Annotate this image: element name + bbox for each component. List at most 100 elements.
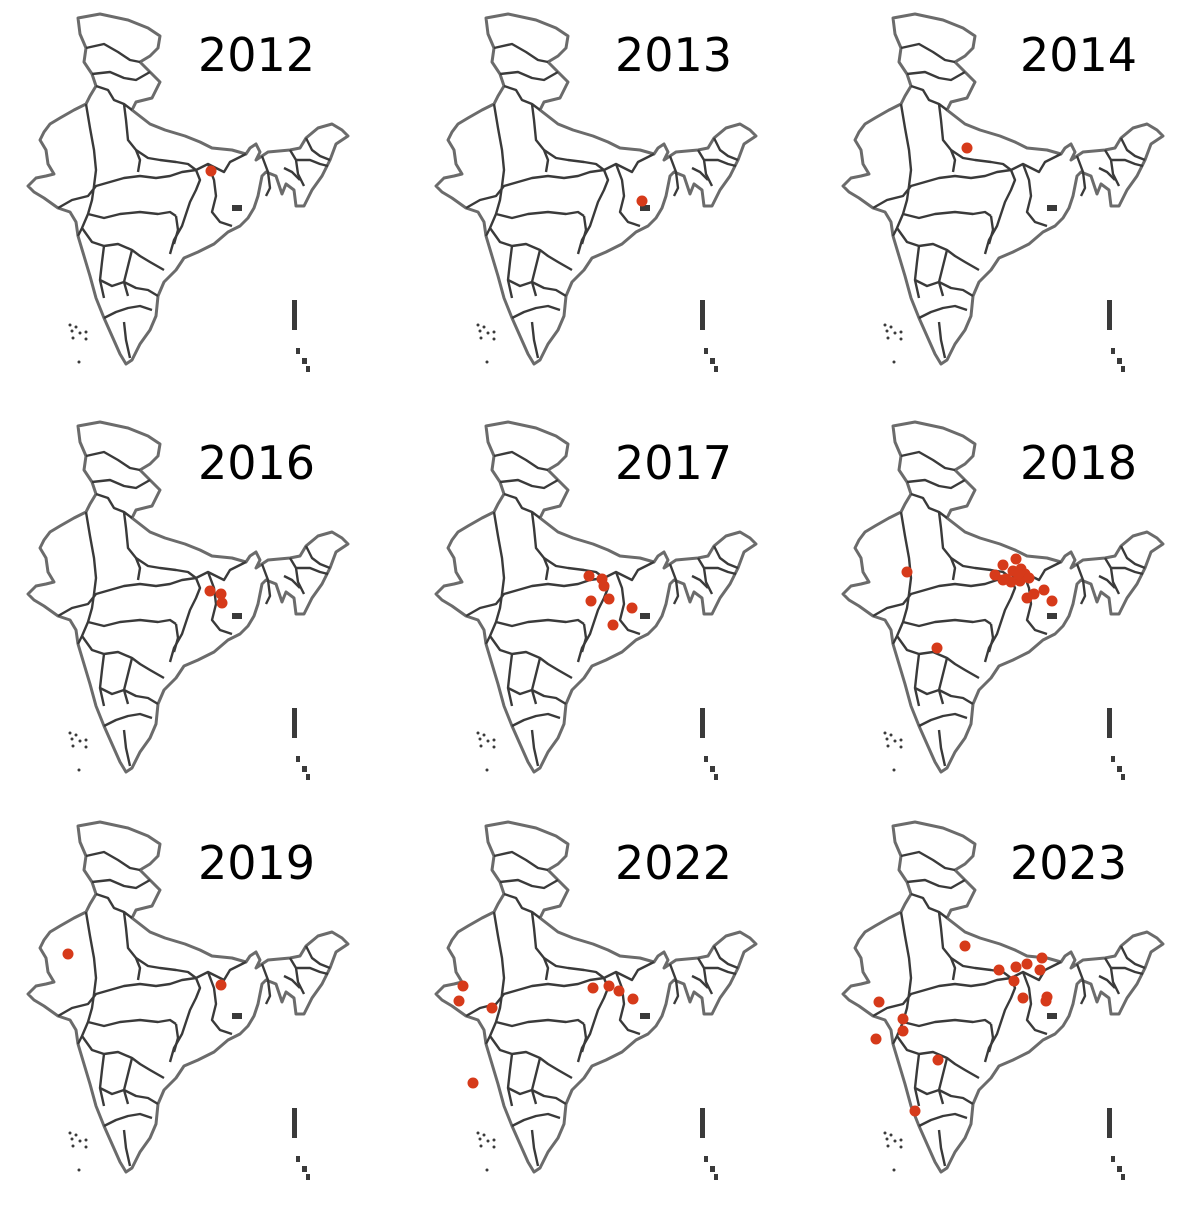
island-marker (479, 744, 483, 748)
state-border (87, 618, 177, 628)
location-dot (613, 985, 625, 997)
state-border (283, 974, 301, 989)
state-border (937, 1057, 949, 1105)
island-marker (700, 300, 705, 330)
location-dot (598, 580, 610, 592)
india-map (434, 820, 758, 1180)
island-marker (714, 774, 718, 780)
state-border (493, 850, 549, 872)
island-marker (476, 323, 480, 327)
island-marker (704, 756, 708, 762)
island-marker (292, 1108, 297, 1138)
state-border (57, 560, 247, 618)
state-border (543, 957, 605, 979)
state-border (172, 1023, 180, 1053)
country-outline (26, 420, 350, 774)
state-border (98, 1053, 106, 1107)
state-border (495, 210, 585, 220)
island-marker (893, 331, 897, 335)
state-border (913, 653, 921, 707)
island-marker (478, 737, 482, 741)
location-dot (1040, 995, 1052, 1007)
state-border (506, 1053, 514, 1107)
state-border (172, 623, 180, 653)
state-border (614, 571, 641, 636)
island-marker (886, 744, 890, 748)
island-marker (704, 1156, 708, 1162)
location-dot (1010, 961, 1022, 973)
island-marker (700, 1108, 705, 1138)
state-border (99, 1086, 159, 1106)
state-border (103, 1112, 153, 1128)
island-marker (485, 1168, 489, 1172)
state-boundaries (26, 820, 350, 1180)
state-border (910, 84, 948, 111)
location-dot (587, 982, 599, 994)
location-dot (215, 588, 227, 600)
island-marker (78, 739, 82, 743)
state-border (76, 185, 96, 237)
state-border (172, 215, 180, 245)
state-border (543, 557, 605, 579)
state-border (987, 623, 995, 653)
state-border (530, 911, 550, 981)
state-border (906, 878, 966, 890)
state-border (103, 712, 153, 728)
island-marker (476, 731, 480, 735)
state-border (902, 618, 992, 628)
location-dot (989, 569, 1001, 581)
island-marker (893, 1139, 897, 1143)
state-boundaries (26, 420, 350, 780)
location-dot (1034, 964, 1046, 976)
state-border (530, 729, 540, 767)
island-marker (492, 1145, 496, 1149)
state-border (530, 321, 540, 359)
state-border (122, 911, 142, 981)
state-border (899, 103, 913, 187)
state-border (914, 1086, 974, 1106)
state-border (696, 557, 714, 595)
india-map (841, 820, 1165, 1180)
state-border (304, 945, 331, 970)
state-border (507, 686, 567, 706)
island-marker (482, 733, 486, 737)
island-marker (84, 738, 88, 742)
state-border (489, 227, 573, 272)
island-marker (899, 1138, 903, 1142)
island-marker (292, 300, 297, 330)
island-marker (306, 774, 310, 780)
state-border (206, 571, 233, 636)
state-border (85, 42, 141, 64)
map-panel-2018: 2018 (815, 408, 1200, 808)
state-boundaries (434, 820, 758, 1180)
state-border (896, 635, 980, 680)
year-label: 2023 (1010, 836, 1128, 890)
location-dot (870, 1033, 882, 1045)
island-marker (1117, 358, 1122, 364)
state-border (872, 152, 1062, 210)
location-dot (997, 559, 1009, 571)
india-map (434, 12, 758, 372)
map-panel-2022: 2022 (408, 808, 808, 1208)
state-border (57, 152, 247, 210)
island-marker (492, 738, 496, 742)
island-marker (478, 329, 482, 333)
island-marker (68, 323, 72, 327)
island-marker (1121, 774, 1125, 780)
island-marker (486, 739, 490, 743)
island-marker (889, 733, 893, 737)
state-border (691, 974, 709, 989)
year-label: 2012 (198, 28, 316, 82)
state-border (899, 911, 913, 995)
location-dot (607, 619, 619, 631)
location-dot (931, 642, 943, 654)
island-marker (492, 337, 496, 341)
island-marker (899, 738, 903, 742)
map-panel-2023: 2023 (815, 808, 1200, 1208)
state-border (1111, 158, 1144, 168)
state-border (484, 185, 504, 237)
state-border (511, 712, 561, 728)
island-marker (710, 358, 715, 364)
island-marker (302, 1166, 307, 1172)
state-border (937, 321, 947, 359)
